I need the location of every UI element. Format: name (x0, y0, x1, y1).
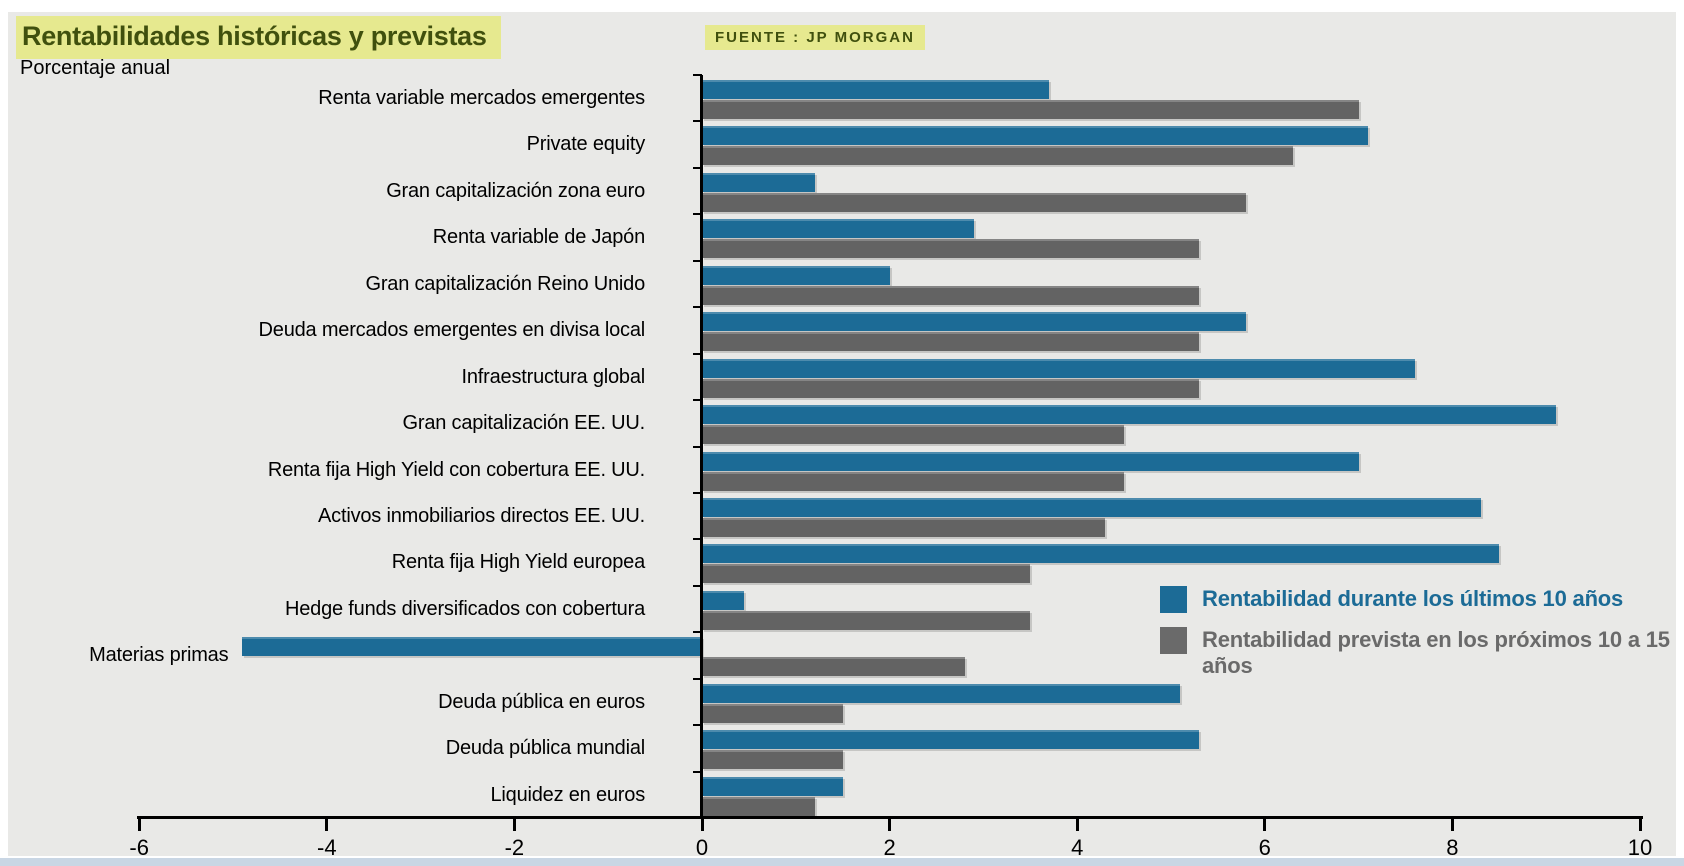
legend-label-historical: Rentabilidad durante los últimos 10 años (1202, 586, 1624, 611)
bar-historical (702, 312, 1246, 332)
category-boundary-tick (693, 306, 702, 309)
legend-item-forecast: Rentabilidad prevista en los próximos 10… (1160, 627, 1672, 679)
category-boundary-tick (693, 399, 702, 402)
bar-forecast (702, 146, 1293, 166)
x-axis-tick-label: 4 (1071, 835, 1084, 860)
category-boundary-tick (693, 120, 702, 123)
bar-forecast (702, 610, 1031, 630)
category-label: Gran capitalización zona euro (386, 179, 645, 202)
window-edge (0, 858, 1684, 866)
bar-forecast (702, 239, 1200, 259)
category-boundary-tick (693, 491, 702, 494)
bar-historical (242, 637, 702, 657)
category-label: Gran capitalización Reino Unido (365, 272, 645, 295)
category-label: Renta fija High Yield con cobertura EE. … (267, 458, 645, 481)
category-boundary-tick (693, 631, 702, 634)
x-axis-tick (512, 816, 516, 831)
bar-historical (702, 358, 1415, 378)
x-axis-tick (325, 816, 329, 831)
bar-forecast (702, 564, 1031, 584)
x-axis-tick-label: -2 (504, 835, 525, 860)
category-boundary-tick (693, 538, 702, 541)
bar-historical (702, 776, 843, 796)
category-label: Infraestructura global (461, 365, 646, 388)
legend-item-historical: Rentabilidad durante los últimos 10 años (1160, 586, 1672, 613)
bar-forecast (702, 100, 1359, 119)
category-boundary-tick (693, 166, 702, 169)
bar-historical (702, 451, 1359, 471)
x-axis-tick (700, 816, 704, 831)
bar-historical (702, 497, 1481, 517)
source-label: FUENTE : JP MORGAN (705, 25, 925, 50)
bar-historical (702, 730, 1200, 750)
category-boundary-tick (693, 352, 702, 355)
x-axis-tick-label: -6 (129, 835, 149, 860)
legend-label-forecast: Rentabilidad prevista en los próximos 10… (1202, 627, 1670, 678)
bar-forecast (702, 471, 1125, 491)
x-axis-tick (137, 816, 141, 831)
category-boundary-tick (693, 770, 702, 773)
category-label: Deuda mercados emergentes en divisa loca… (258, 319, 646, 342)
bar-historical (702, 590, 745, 610)
legend-swatch-forecast (1160, 627, 1187, 654)
bar-historical (702, 544, 1500, 564)
chart-title: Rentabilidades históricas y previstas (16, 16, 501, 59)
x-axis-tick-label: 10 (1627, 835, 1653, 860)
category-label: Renta variable mercados emergentes (318, 87, 645, 109)
bar-historical (702, 126, 1368, 146)
bar-forecast (702, 750, 843, 770)
category-label: Gran capitalización EE. UU. (402, 412, 646, 435)
category-label: Deuda pública en euros (438, 690, 645, 713)
bar-historical (702, 683, 1181, 703)
category-boundary-tick (693, 213, 702, 216)
bar-forecast (702, 192, 1246, 212)
bar-forecast (702, 657, 965, 677)
bar-historical (702, 405, 1556, 425)
x-axis-tick (1450, 816, 1454, 831)
bar-historical (702, 172, 815, 192)
x-axis-tick-label: -4 (317, 835, 337, 860)
x-axis-tick-label: 6 (1258, 835, 1271, 860)
x-axis-tick (1075, 816, 1079, 831)
axis-unit-label: Porcentaje anual (20, 57, 171, 79)
category-label: Private equity (526, 133, 646, 156)
category-label: Liquidez en euros (490, 783, 646, 806)
category-label: Renta fija High Yield europea (391, 551, 645, 574)
x-axis-tick-label: 8 (1446, 835, 1459, 860)
bar-forecast (702, 332, 1200, 352)
category-boundary-tick (693, 677, 702, 680)
category-label: Deuda pública mundial (445, 737, 645, 760)
x-axis-tick-label: 0 (695, 835, 709, 860)
bar-historical (702, 80, 1050, 99)
bar-forecast (702, 796, 815, 816)
category-label: Renta variable de Japón (432, 226, 645, 249)
bar-historical (702, 265, 890, 285)
legend: Rentabilidad durante los últimos 10 años… (1160, 586, 1672, 679)
x-axis-tick (1263, 816, 1267, 831)
bar-forecast (702, 285, 1200, 305)
category-boundary-tick (693, 724, 702, 727)
category-label: Hedge funds diversificados con cobertura (285, 597, 645, 620)
x-axis-tick (1638, 816, 1642, 831)
legend-swatch-historical (1160, 586, 1187, 613)
category-label: Materias primas (89, 644, 229, 667)
bar-forecast (702, 378, 1200, 398)
bar-historical (702, 219, 974, 239)
category-boundary-tick (693, 259, 702, 262)
bar-forecast (702, 425, 1125, 445)
category-boundary-tick (693, 445, 702, 448)
category-label: Activos inmobiliarios directos EE. UU. (318, 504, 645, 527)
bar-forecast (702, 703, 843, 723)
category-boundary-tick (693, 74, 702, 76)
category-boundary-tick (693, 584, 702, 587)
bar-forecast (702, 517, 1106, 537)
x-axis-tick (888, 816, 892, 831)
x-axis-tick-label: 2 (883, 835, 896, 860)
